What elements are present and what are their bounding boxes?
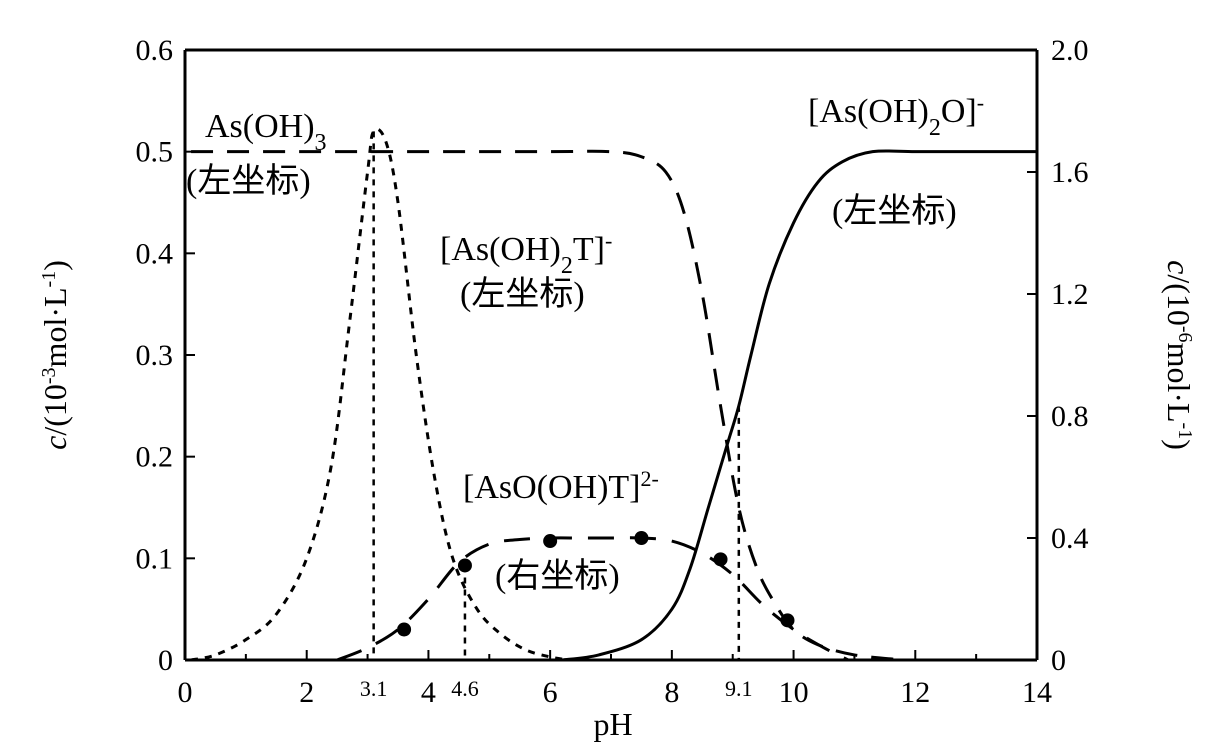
annotation-as-oh3: As(OH)3 (左坐标) (186, 108, 327, 200)
marked-x-label: 4.6 (451, 676, 479, 701)
annotation-as-oh3-note: (左坐标) (186, 162, 311, 200)
y-right-tick-label: 1.2 (1051, 278, 1089, 311)
x-tick-label: 12 (900, 676, 930, 709)
annotation-aso-oht-formula: [AsO(OH)T]2- (463, 466, 659, 507)
y-right-tick-label: 1.6 (1051, 156, 1089, 189)
annotation-as-oh2o-note: (左坐标) (832, 192, 957, 230)
data-point (780, 613, 795, 628)
data-point (713, 552, 728, 567)
x-tick-label: 6 (543, 676, 558, 709)
points-layer (397, 531, 795, 637)
x-axis-title: pH (593, 706, 632, 742)
annotation-as-oh2o-formula: [As(OH)2O]- (808, 90, 984, 142)
annotation-as-oh3-formula: As(OH)3 (205, 108, 327, 156)
x-tick-label: 0 (178, 676, 193, 709)
x-tick-label: 14 (1022, 676, 1052, 709)
annotation-as-oh2t-formula: [As(OH)2T]- (440, 228, 612, 280)
y-right-tick-label: 0.4 (1051, 522, 1089, 555)
x-tick-label: 10 (779, 676, 809, 709)
guide-lines: 3.1 4.6 9.1 (360, 131, 753, 701)
y-left-tick-label: 0.6 (136, 34, 174, 67)
annotation-aso-oht: [AsO(OH)T]2- (右坐标) (463, 466, 659, 596)
data-point (457, 558, 472, 573)
series-line-as-oh-2o (562, 149, 1037, 662)
y-left-tick-label: 0 (158, 644, 173, 677)
y-left-tick-label: 0.3 (136, 339, 174, 372)
annotation-as-oh2o: [As(OH)2O]- (左坐标) (808, 90, 984, 231)
y-left-tick-label: 0.1 (136, 542, 174, 575)
y-right-tick-label: 0 (1051, 644, 1066, 677)
annotation-as-oh2t: [As(OH)2T]- (左坐标) (440, 228, 612, 314)
y-right-axis-title: c/(10-6mol·L-1) (1161, 260, 1197, 450)
x-tick-label: 8 (664, 676, 679, 709)
data-point (634, 531, 649, 545)
annotation-as-oh2t-note: (左坐标) (460, 275, 585, 313)
marked-x-label: 3.1 (360, 676, 388, 701)
series-line-as-oh-3 (190, 127, 569, 662)
y-right-tick-label: 0.8 (1051, 400, 1089, 433)
annotation-aso-oht-note: (右坐标) (495, 557, 620, 595)
x-tick-label: 4 (421, 676, 436, 709)
marked-x-label: 9.1 (725, 676, 753, 701)
y-left-tick-label: 0.4 (136, 237, 174, 270)
y-right-tick-label: 2.0 (1051, 34, 1089, 67)
y-left-tick-label: 0.5 (136, 136, 174, 169)
data-point (397, 622, 412, 637)
data-point (543, 534, 558, 549)
series-line-aso-oh-t-2 (336, 536, 850, 662)
y-left-tick-label: 0.2 (136, 441, 174, 474)
x-tick-label: 2 (299, 676, 314, 709)
axes: 0 2 4 6 8 10 12 1400.10.20.30.40.50.600.40.81.2… (136, 34, 1089, 709)
y-left-axis-title: c/(10-3mol·L-1) (37, 260, 73, 450)
